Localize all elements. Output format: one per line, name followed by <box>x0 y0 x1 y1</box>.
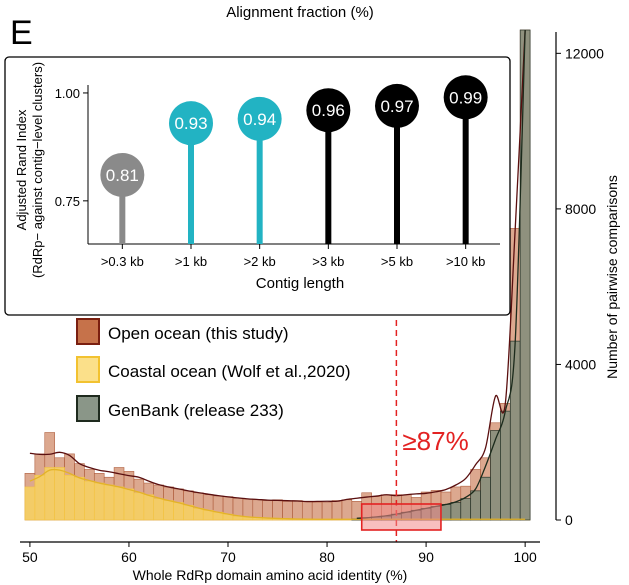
bar-coastal-ocean <box>74 476 85 521</box>
inset-x-tick-label: >2 kb <box>244 254 276 269</box>
bar-genbank <box>480 476 491 521</box>
bar-genbank <box>470 490 481 521</box>
legend-label-genbank: GenBank (release 233) <box>108 401 284 420</box>
bar-coastal-ocean <box>193 508 204 521</box>
density-line-coastal-ocean <box>29 468 526 520</box>
lollipop-head <box>169 101 213 146</box>
lollipop-value-label: 0.93 <box>174 114 207 133</box>
legend-label-coastal-ocean: Coastal ocean (Wolf et al.,2020) <box>108 362 351 381</box>
bar-open-ocean <box>292 500 303 521</box>
bar-coastal-ocean <box>143 494 155 521</box>
bar-open-ocean <box>282 501 293 521</box>
y-tick-label: 8000 <box>565 201 596 217</box>
legend-swatch-genbank <box>76 395 100 422</box>
inset-x-axis-label: Contig length <box>256 275 344 292</box>
x-tick-label: 90 <box>418 549 434 565</box>
lollipop-value-label: 0.99 <box>449 88 482 107</box>
x-tick-label: 100 <box>513 549 537 565</box>
bar-open-ocean <box>351 501 363 521</box>
inset-x-tick-label: >3 kb <box>312 254 344 269</box>
bar-open-ocean <box>301 501 313 521</box>
bar-genbank <box>490 430 501 521</box>
x-ticks: 50 60 70 80 90 100 <box>22 542 537 565</box>
bar-open-ocean <box>341 499 353 521</box>
bar-coastal-ocean <box>163 500 174 521</box>
legend-swatch-coastal-ocean <box>76 356 100 383</box>
panel-label: E <box>10 14 33 52</box>
legend-label-open-ocean: Open ocean (this study) <box>108 324 288 343</box>
x-tick-label: 80 <box>319 549 335 565</box>
inset-x-tick-label: >10 kb <box>446 254 485 269</box>
inset-y-axis-label-line2: (RdRp− against contig−level clusters) <box>30 62 45 278</box>
bar-coastal-ocean <box>34 474 46 521</box>
y-tick-label: 12000 <box>565 45 604 61</box>
lollipop-value-label: 0.81 <box>106 166 139 185</box>
bar-coastal-ocean <box>123 488 135 521</box>
bar-coastal-ocean <box>24 486 36 521</box>
lollipop-value-label: 0.97 <box>380 97 413 116</box>
bar-genbank <box>440 504 452 521</box>
inset-y-axis-label-line1: Adjusted Rand Index <box>14 109 29 230</box>
main-annotation: ≥87% <box>360 320 469 542</box>
x-tick-label: 50 <box>22 549 38 565</box>
lollipop-value-label: 0.96 <box>312 101 345 120</box>
y-axis-label: Number of pairwise comparisons <box>604 175 620 379</box>
bar-open-ocean <box>321 502 333 521</box>
inset-marks: 0.81 0.93 0.94 0.96 0.97 0.99 <box>100 75 488 244</box>
bar-coastal-ocean <box>113 486 125 521</box>
bar-coastal-ocean <box>202 509 214 521</box>
inset-x-tick-label: >0.3 kb <box>101 254 144 269</box>
bar-coastal-ocean <box>173 502 184 521</box>
top-title: Alignment fraction (%) <box>226 4 374 21</box>
bar-genbank <box>500 410 511 521</box>
inset-x-tick-label: >1 kb <box>175 254 207 269</box>
bar-open-ocean <box>262 500 273 521</box>
bar-coastal-ocean <box>54 467 65 521</box>
inset-x-tick-label: >5 kb <box>381 254 413 269</box>
x-axis-label: Whole RdRp domain amino acid identity (%… <box>133 567 408 583</box>
inset-y-tick-label: 0.75 <box>55 194 80 209</box>
bar-coastal-ocean <box>103 484 115 521</box>
bar-coastal-ocean <box>64 474 75 521</box>
bar-coastal-ocean <box>84 480 95 521</box>
bar-coastal-ocean <box>44 467 55 521</box>
x-tick-label: 60 <box>121 549 137 565</box>
x-tick-label: 70 <box>220 549 236 565</box>
bar-genbank <box>460 498 472 521</box>
lollipop-head <box>306 88 351 133</box>
y-tick-label: 0 <box>565 512 573 528</box>
bar-genbank <box>450 502 462 521</box>
threshold-highlight-box <box>360 503 442 531</box>
y-ticks: 0 4000 8000 12000 <box>556 45 604 528</box>
lollipop-value-label: 0.94 <box>243 110 276 129</box>
bar-coastal-ocean <box>93 482 105 521</box>
bar-open-ocean <box>311 501 323 521</box>
lollipop-head <box>237 96 282 141</box>
lollipop-head <box>443 75 488 120</box>
bar-open-ocean <box>331 500 343 521</box>
bar-coastal-ocean <box>133 492 145 521</box>
bar-coastal-ocean <box>183 504 194 521</box>
legend: Open ocean (this study) Coastal ocean (W… <box>76 318 351 422</box>
y-tick-label: 4000 <box>565 356 596 372</box>
threshold-label: ≥87% <box>402 426 468 456</box>
inset-chart: 0.75 1.00 >0.3 kb >1 kb >2 kb >3 kb >5 kb >10 k… <box>4 56 511 316</box>
lollipop-head <box>100 152 145 197</box>
legend-swatch-open-ocean <box>76 318 100 345</box>
inset-y-tick-label: 1.00 <box>55 86 80 101</box>
bar-coastal-ocean <box>153 498 164 521</box>
lollipop-head <box>375 83 419 128</box>
main-axes <box>20 32 557 543</box>
bar-genbank <box>509 340 521 521</box>
density-line-open-ocean <box>29 29 526 503</box>
bar-open-ocean <box>272 499 283 521</box>
inset-axes: 0.75 1.00 >0.3 kb >1 kb >2 kb >3 kb >5 kb >10 k… <box>55 85 500 269</box>
